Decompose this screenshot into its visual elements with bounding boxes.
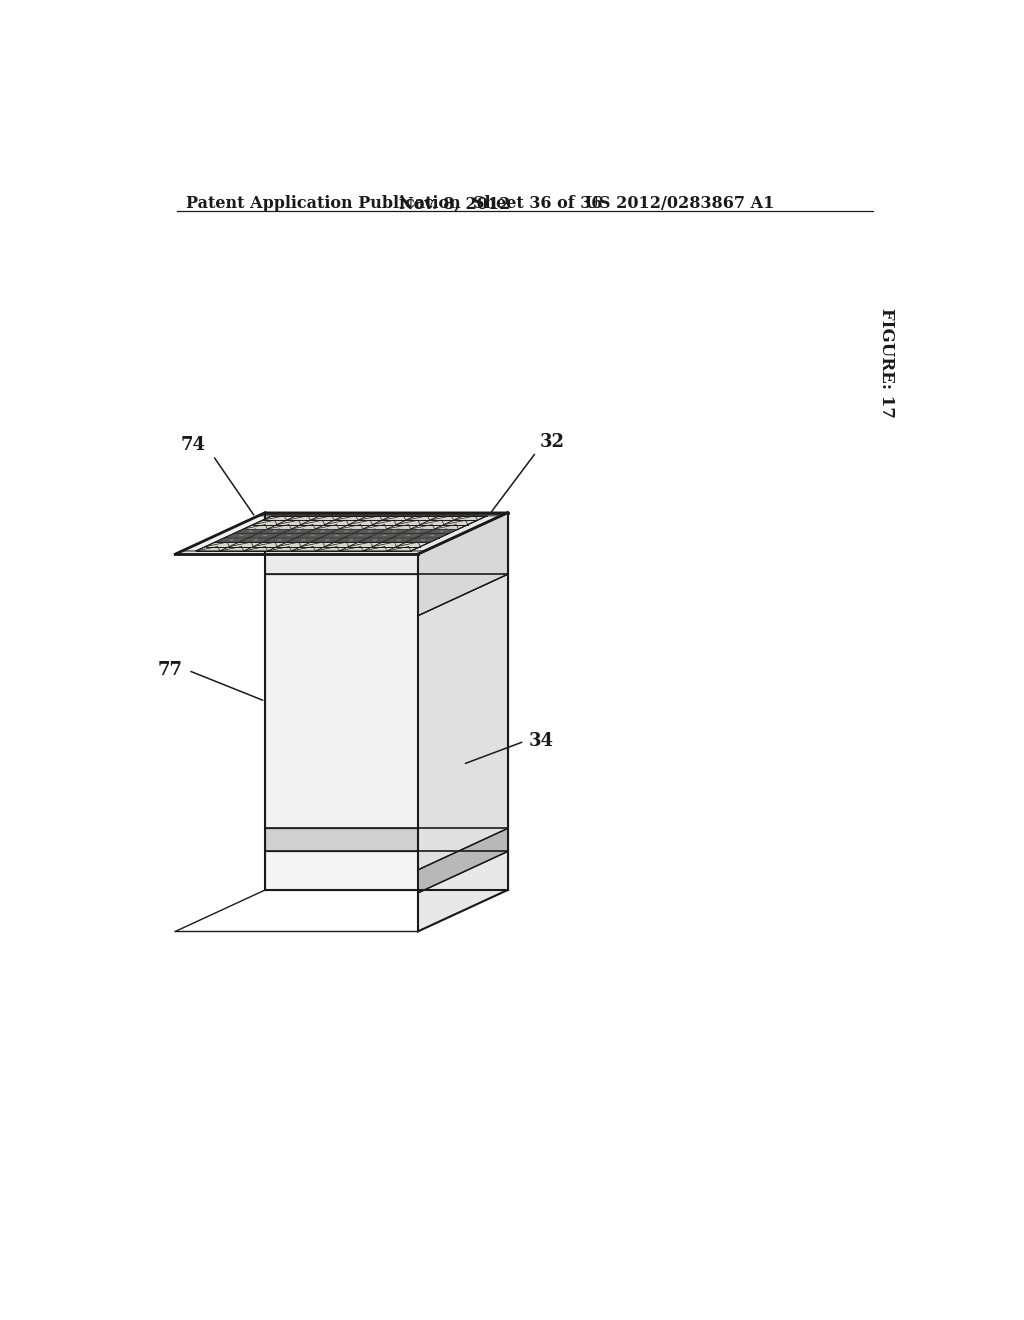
Polygon shape bbox=[241, 539, 270, 543]
Polygon shape bbox=[408, 539, 438, 543]
Polygon shape bbox=[418, 574, 508, 870]
Text: US 2012/0283867 A1: US 2012/0283867 A1 bbox=[585, 195, 774, 213]
Polygon shape bbox=[258, 512, 508, 516]
Polygon shape bbox=[418, 829, 508, 892]
Polygon shape bbox=[336, 539, 367, 543]
Text: Patent Application Publication: Patent Application Publication bbox=[186, 195, 461, 213]
Text: 32: 32 bbox=[540, 433, 565, 450]
Polygon shape bbox=[402, 529, 433, 533]
Text: 34: 34 bbox=[528, 733, 553, 750]
Text: Nov. 8, 2012: Nov. 8, 2012 bbox=[398, 195, 510, 213]
Polygon shape bbox=[417, 533, 447, 537]
Polygon shape bbox=[265, 574, 508, 829]
Polygon shape bbox=[360, 539, 390, 543]
Polygon shape bbox=[298, 533, 328, 537]
Text: FIGURE: 17: FIGURE: 17 bbox=[879, 308, 895, 417]
Polygon shape bbox=[393, 533, 424, 537]
Polygon shape bbox=[236, 529, 266, 533]
Polygon shape bbox=[384, 539, 414, 543]
Polygon shape bbox=[196, 516, 487, 550]
Polygon shape bbox=[274, 533, 304, 537]
Polygon shape bbox=[260, 529, 290, 533]
Polygon shape bbox=[379, 529, 409, 533]
Polygon shape bbox=[307, 529, 338, 533]
Polygon shape bbox=[284, 529, 313, 533]
Polygon shape bbox=[418, 512, 508, 615]
Polygon shape bbox=[370, 533, 399, 537]
Polygon shape bbox=[322, 533, 352, 537]
Polygon shape bbox=[175, 550, 425, 554]
Polygon shape bbox=[289, 539, 318, 543]
Polygon shape bbox=[355, 529, 385, 533]
Polygon shape bbox=[403, 512, 508, 554]
Polygon shape bbox=[265, 851, 508, 890]
Text: 77: 77 bbox=[157, 661, 182, 680]
Polygon shape bbox=[312, 539, 342, 543]
Polygon shape bbox=[265, 512, 508, 574]
Polygon shape bbox=[346, 533, 376, 537]
Polygon shape bbox=[250, 533, 281, 537]
Polygon shape bbox=[217, 539, 247, 543]
Polygon shape bbox=[418, 851, 508, 932]
Polygon shape bbox=[226, 533, 256, 537]
Polygon shape bbox=[264, 539, 295, 543]
Polygon shape bbox=[331, 529, 361, 533]
Polygon shape bbox=[175, 512, 280, 554]
Text: Sheet 36 of 36: Sheet 36 of 36 bbox=[473, 195, 602, 213]
Polygon shape bbox=[265, 829, 508, 851]
Text: 74: 74 bbox=[180, 436, 205, 454]
Polygon shape bbox=[427, 529, 457, 533]
Polygon shape bbox=[175, 512, 508, 554]
